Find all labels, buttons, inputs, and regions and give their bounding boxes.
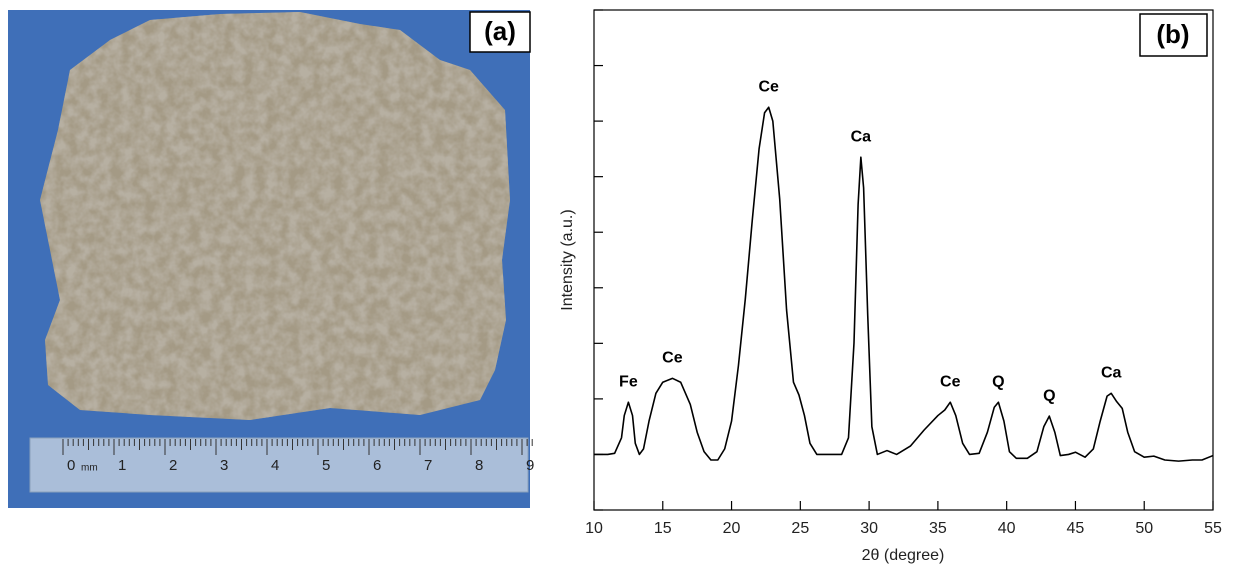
peak-label: Ce: [662, 350, 683, 367]
x-tick-label: 45: [1067, 520, 1085, 537]
photo-panel: 0 1 2 3 4 5 6 7 8 9 mm (a): [8, 10, 534, 508]
x-tick-label: 30: [860, 520, 878, 537]
ruler-label: 4: [271, 457, 279, 474]
plot-frame: [593, 9, 1214, 511]
x-tick-label: 15: [654, 520, 672, 537]
peak-label: Fe: [619, 373, 638, 390]
x-tick-label: 20: [723, 520, 741, 537]
peak-label: Ce: [940, 373, 961, 390]
x-tick-label: 50: [1135, 520, 1153, 537]
x-tick-label: 55: [1204, 520, 1222, 537]
powder-texture: [40, 12, 510, 420]
x-tick-label: 40: [998, 520, 1016, 537]
ruler-label: 9: [526, 457, 534, 474]
panel-label-box: [1139, 13, 1208, 57]
panel-label: (b): [1156, 19, 1189, 49]
ruler-label: 6: [373, 457, 381, 474]
x-axis-title: 2θ (degree): [862, 547, 945, 564]
ruler-label: 8: [475, 457, 483, 474]
peak-label: Ca: [1101, 365, 1122, 382]
ruler-label: 2: [169, 457, 177, 474]
x-tick-label: 25: [791, 520, 809, 537]
peak-label: Q: [1043, 387, 1055, 404]
x-tick-label: 35: [929, 520, 947, 537]
ruler-unit: mm: [81, 463, 98, 474]
panel-label-box: [469, 11, 531, 53]
ruler-label: 3: [220, 457, 228, 474]
peak-label: Ce: [758, 78, 779, 95]
panel-label: (a): [484, 16, 516, 46]
ruler-label: 1: [118, 457, 126, 474]
x-tick-label: 10: [585, 520, 603, 537]
y-axis-title: Intensity (a.u.): [559, 209, 576, 310]
ruler-label: 0: [67, 457, 75, 474]
peak-label: Ca: [851, 128, 872, 145]
xrd-chart: (b) Intensity (a.u.) 2θ (degree) 10 15 20 2…: [559, 9, 1222, 564]
ruler-label: 7: [424, 457, 432, 474]
ruler-label: 5: [322, 457, 330, 474]
xrd-curve: [594, 106, 1214, 462]
peak-label: Q: [992, 373, 1004, 390]
